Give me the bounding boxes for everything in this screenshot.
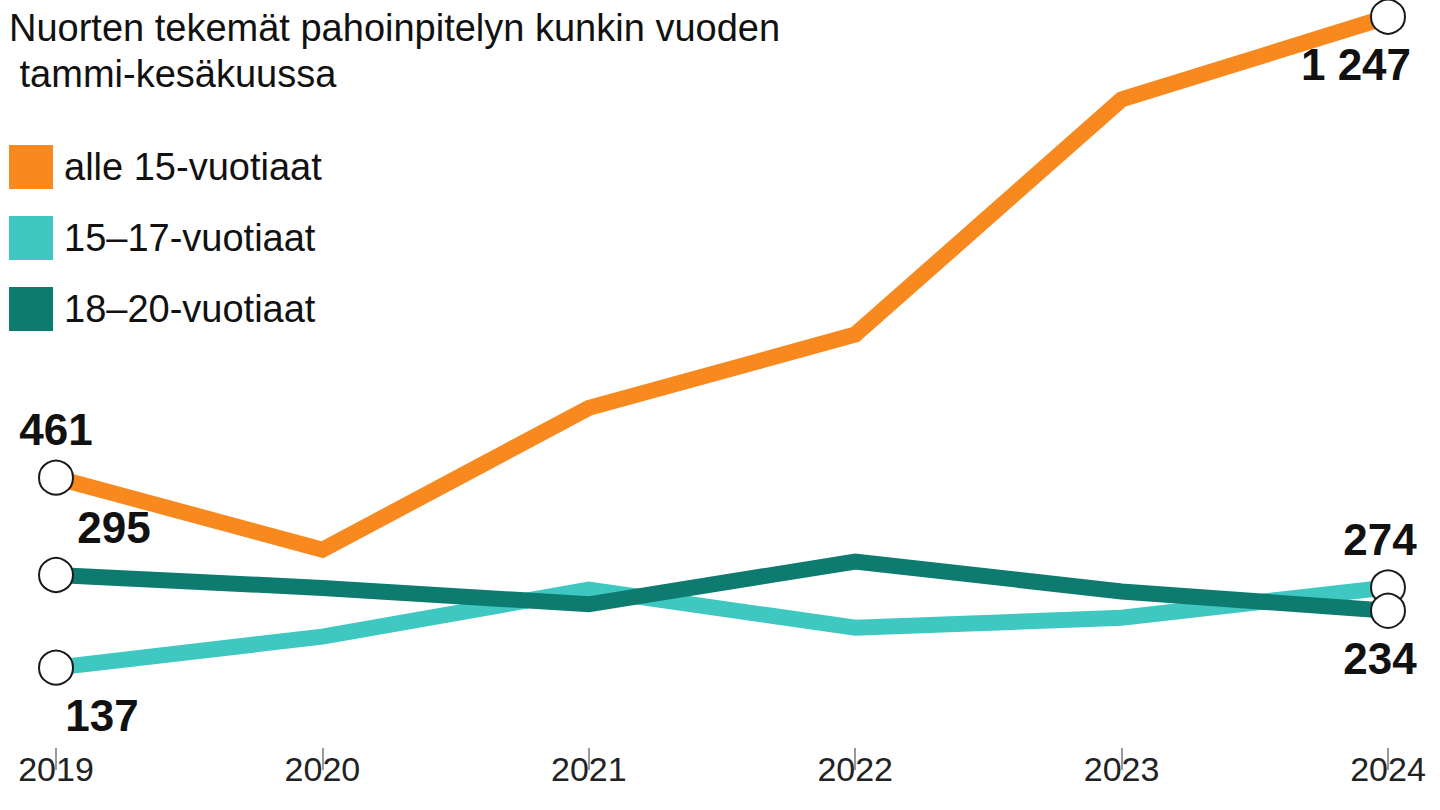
svg-text:234: 234: [1343, 634, 1417, 683]
svg-text:2022: 2022: [817, 750, 893, 788]
svg-text:15–17-vuotiaat: 15–17-vuotiaat: [64, 217, 316, 259]
svg-text:137: 137: [65, 691, 138, 740]
svg-text:295: 295: [77, 503, 150, 552]
svg-text:2023: 2023: [1084, 750, 1160, 788]
svg-text:2021: 2021: [551, 750, 627, 788]
svg-text:18–20-vuotiaat: 18–20-vuotiaat: [64, 288, 316, 330]
svg-text:tammi-kesäkuussa: tammi-kesäkuussa: [9, 53, 337, 95]
svg-text:461: 461: [19, 405, 92, 454]
svg-text:alle 15-vuotiaat: alle 15-vuotiaat: [64, 146, 322, 188]
svg-text:2020: 2020: [285, 750, 361, 788]
svg-text:Nuorten tekemät pahoinpitelyn: Nuorten tekemät pahoinpitelyn kunkin vuo…: [9, 7, 780, 49]
svg-text:2019: 2019: [18, 750, 94, 788]
svg-text:274: 274: [1343, 515, 1417, 564]
svg-text:2024: 2024: [1350, 750, 1426, 788]
svg-text:1 247: 1 247: [1301, 40, 1411, 89]
